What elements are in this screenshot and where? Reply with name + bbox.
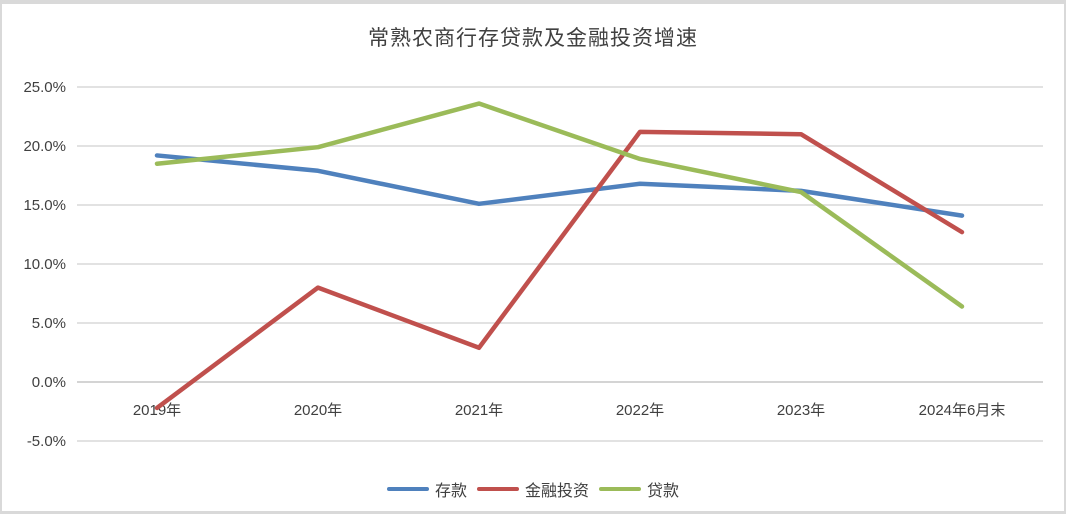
legend-item-loans: 贷款 bbox=[599, 477, 679, 501]
x-tick-label: 2022年 bbox=[616, 402, 664, 419]
x-tick-label: 2019年 bbox=[133, 402, 181, 419]
x-tick-label: 2024年6月末 bbox=[919, 402, 1006, 419]
y-tick-label: 10.0% bbox=[23, 256, 66, 273]
series-line-investment bbox=[154, 129, 965, 411]
investment-line-swatch bbox=[476, 486, 519, 492]
y-tick-label: 25.0% bbox=[23, 79, 66, 96]
legend-label-deposits: 存款 bbox=[434, 481, 467, 500]
x-tick-label: 2021年 bbox=[455, 402, 503, 419]
legend-item-investment: 金融投资 bbox=[476, 477, 589, 501]
legend-label-loans: 贷款 bbox=[647, 481, 680, 500]
y-tick-label: 0.0% bbox=[32, 374, 66, 391]
y-tick-label: 15.0% bbox=[23, 197, 66, 214]
legend-item-deposits: 存款 bbox=[386, 477, 467, 501]
series-line-loans bbox=[154, 101, 965, 309]
loans-line-swatch bbox=[599, 486, 641, 492]
series-line-deposits bbox=[154, 153, 965, 218]
chart-title: 常熟农商行存贷款及金融投资增速 bbox=[368, 26, 698, 50]
y-tick-label: 5.0% bbox=[32, 315, 66, 332]
legend-label-investment: 金融投资 bbox=[524, 481, 589, 500]
line-chart: 25.0% 20.0% 15.0% 10.0% 5.0% 0.0% -5.0% 2019年 20… bbox=[23, 79, 1043, 450]
x-tick-label: 2023年 bbox=[777, 402, 825, 419]
deposits-line-swatch bbox=[386, 486, 429, 492]
y-tick-label: -5.0% bbox=[27, 433, 66, 450]
legend: 存款 金融投资 贷款 bbox=[2, 477, 1064, 501]
x-tick-label: 2020年 bbox=[294, 402, 342, 419]
y-tick-label: 20.0% bbox=[23, 138, 66, 155]
